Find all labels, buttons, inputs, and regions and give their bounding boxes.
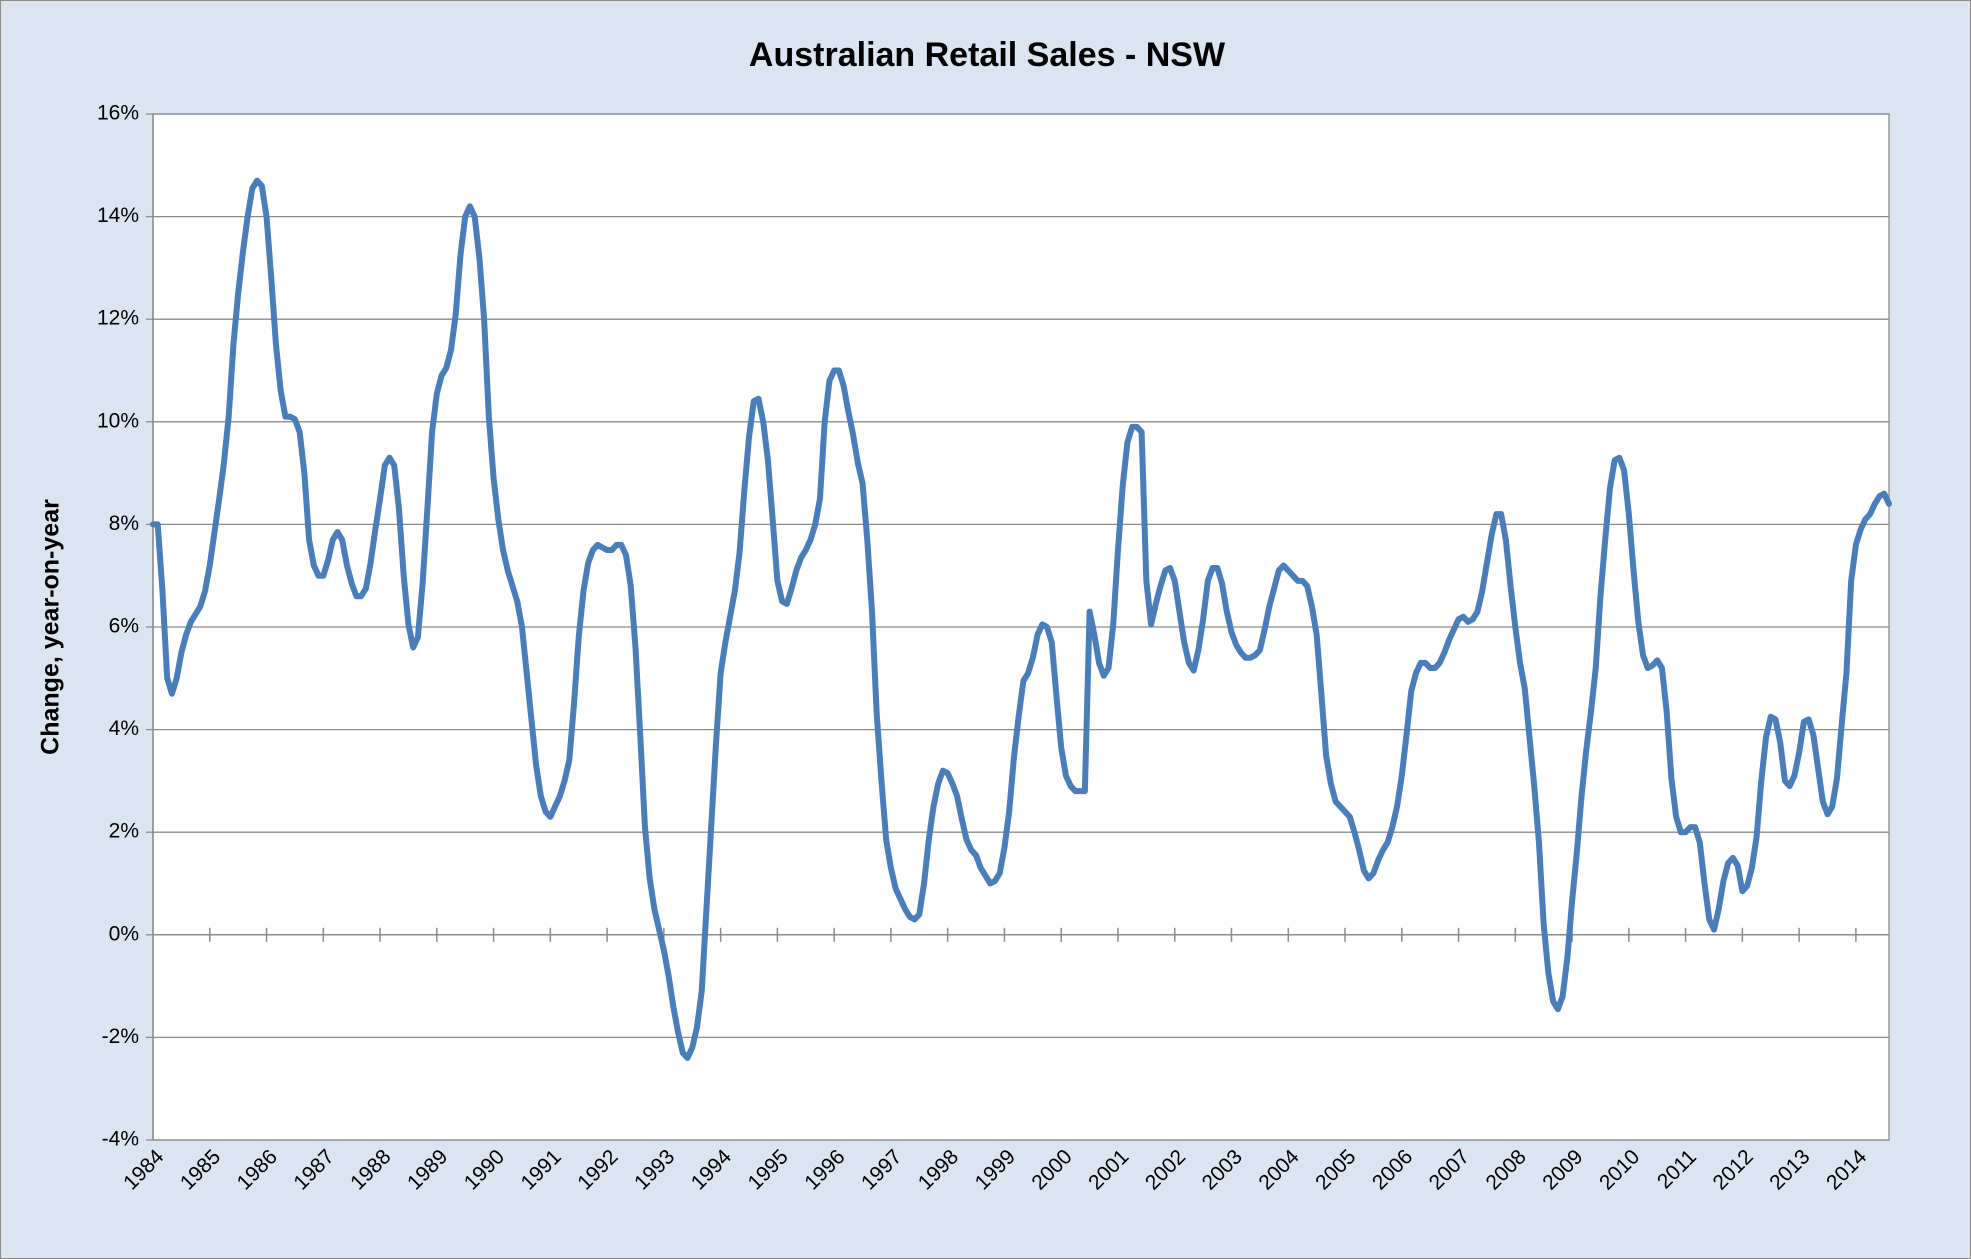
y-tick-label: -2%: [102, 1025, 139, 1048]
y-tick-label: 0%: [109, 922, 139, 945]
data-line: [150, 177, 1892, 1061]
y-tick-label: -4%: [102, 1128, 139, 1151]
y-tick-label: 12%: [97, 307, 139, 330]
y-tick-label: 16%: [97, 102, 139, 125]
y-tick-label: 2%: [109, 820, 139, 843]
y-tick-label: 8%: [109, 512, 139, 535]
y-tick-label: 6%: [109, 615, 139, 638]
y-tick-label: 4%: [109, 717, 139, 740]
y-tick-label: 10%: [97, 409, 139, 432]
y-tick-label: 14%: [97, 204, 139, 227]
y-axis-title: Change, year-on-year: [37, 499, 65, 755]
chart-title: Australian Retail Sales - NSW: [749, 36, 1226, 74]
